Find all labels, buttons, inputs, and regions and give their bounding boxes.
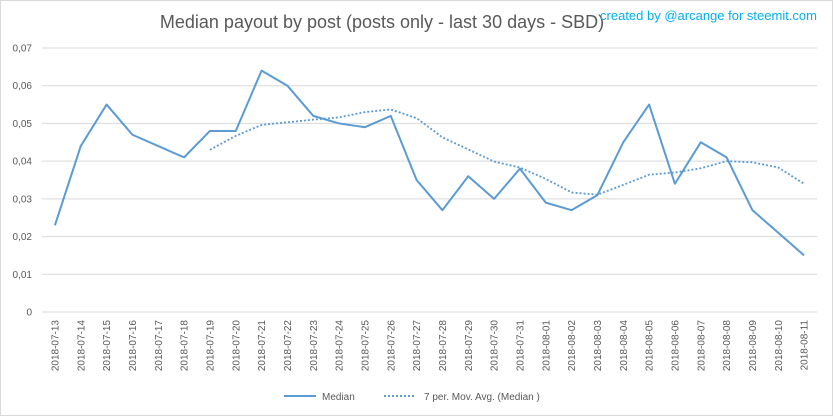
x-tick-label: 2018-08-03: [593, 320, 604, 372]
x-tick-label: 2018-07-29: [464, 320, 475, 372]
y-tick-label: 0,04: [13, 157, 33, 168]
x-tick-label: 2018-08-08: [722, 320, 733, 372]
y-tick-label: 0: [26, 308, 32, 319]
y-tick-label: 0,01: [13, 270, 33, 281]
x-tick-label: 2018-07-31: [515, 320, 526, 372]
legend: Median 7 per. Mov. Avg. (Median ): [284, 392, 540, 403]
y-tick-label: 0,05: [13, 119, 33, 130]
moving-average-line: [209, 108, 805, 196]
series-lines: [53, 69, 805, 257]
x-tick-label: 2018-07-19: [205, 320, 216, 372]
x-tick-label: 2018-08-02: [567, 320, 578, 372]
median-line: [53, 69, 805, 257]
y-tick-label: 0,02: [13, 232, 33, 243]
chart-title: Median payout by post (posts only - last…: [160, 12, 604, 32]
x-tick-label: 2018-08-10: [774, 320, 785, 372]
x-tick-label: 2018-07-16: [128, 320, 139, 372]
x-tick-label: 2018-07-26: [386, 320, 397, 372]
x-tick-label: 2018-07-13: [50, 320, 61, 372]
x-axis-ticks: 2018-07-13 2018-07-14 2018-07-15 2018-07-16…: [50, 320, 810, 372]
x-tick-label: 2018-08-07: [696, 320, 707, 372]
x-tick-label: 2018-08-01: [541, 320, 552, 372]
x-tick-label: 2018-07-20: [231, 320, 242, 372]
y-tick-label: 0,06: [13, 81, 33, 92]
x-tick-label: 2018-07-15: [102, 320, 113, 372]
x-tick-label: 2018-07-21: [257, 320, 268, 372]
x-tick-label: 2018-07-27: [412, 320, 423, 372]
x-tick-label: 2018-07-28: [438, 320, 449, 372]
x-tick-label: 2018-07-14: [76, 320, 87, 372]
x-tick-label: 2018-07-24: [335, 320, 346, 372]
y-tick-label: 0,07: [13, 44, 33, 55]
legend-label-median: Median: [322, 392, 355, 403]
x-tick-label: 2018-08-06: [670, 320, 681, 372]
x-tick-label: 2018-07-25: [360, 320, 371, 372]
legend-label-moving-average: 7 per. Mov. Avg. (Median ): [424, 392, 540, 403]
chart-credit: created by @arcange for steemit.com: [600, 8, 817, 23]
x-tick-label: 2018-07-18: [180, 320, 191, 372]
gridlines: [42, 47, 817, 313]
x-tick-label: 2018-07-22: [283, 320, 294, 372]
y-tick-label: 0,03: [13, 194, 33, 205]
y-axis-ticks: 0 0,01 0,02 0,03 0,04 0,05 0,06 0,07: [13, 44, 33, 319]
x-tick-label: 2018-07-30: [490, 320, 501, 372]
x-tick-label: 2018-07-17: [154, 320, 165, 372]
x-tick-label: 2018-08-11: [800, 320, 811, 371]
x-tick-label: 2018-07-23: [309, 320, 320, 372]
x-tick-label: 2018-08-09: [748, 320, 759, 372]
x-tick-label: 2018-08-05: [645, 320, 656, 372]
x-tick-label: 2018-08-04: [619, 320, 630, 372]
